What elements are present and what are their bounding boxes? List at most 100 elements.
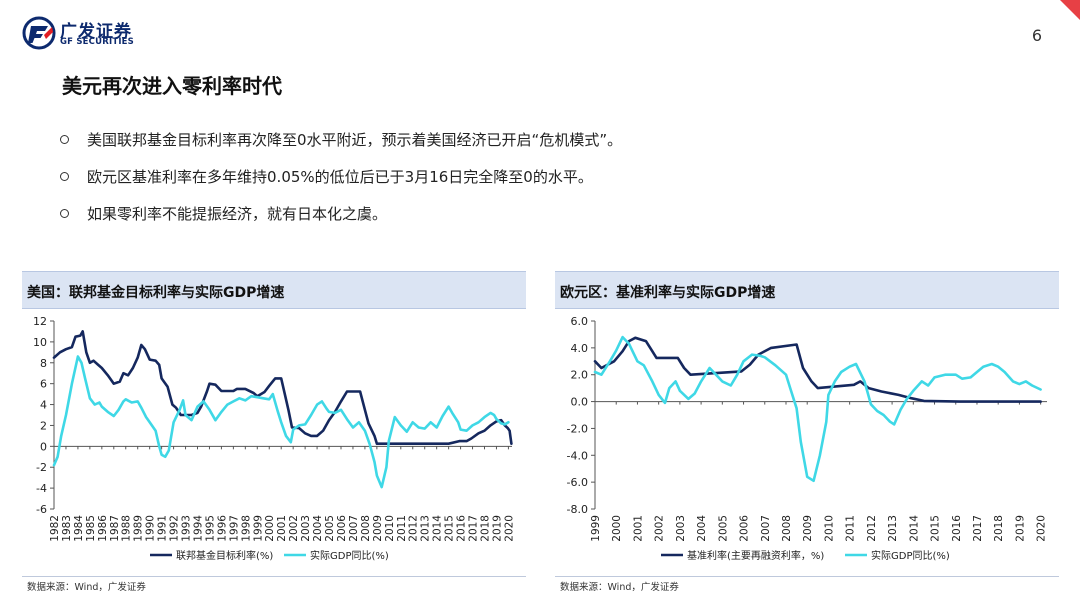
y-tick-label: 4.0 [571, 342, 589, 355]
series-line [593, 335, 1042, 483]
legend-label: 实际GDP同比(%) [310, 549, 389, 562]
x-tick-label: 2019 [491, 515, 503, 542]
logo-english-text: GF SECURITIES [60, 37, 135, 47]
x-tick-label: 1984 [73, 515, 85, 542]
x-tick-label: 2007 [348, 515, 360, 542]
x-tick-label: 2018 [993, 515, 1005, 542]
x-tick-label: 2013 [420, 515, 432, 542]
chart-title: 美国：联邦基金目标利率与实际GDP增速 [27, 285, 285, 301]
x-tick-label: 1999 [590, 515, 602, 542]
page-number: 6 [1031, 26, 1042, 45]
x-tick-label: 1991 [157, 515, 169, 542]
y-tick-label: 8 [40, 357, 47, 370]
gf-securities-logo: 广发证券 GF SECURITIES [22, 16, 142, 50]
x-tick-label: 1993 [181, 515, 193, 542]
series-line [52, 330, 513, 445]
source-divider [22, 576, 526, 577]
x-tick-label: 2010 [823, 515, 835, 542]
x-tick-label: 2002 [288, 515, 300, 542]
x-tick-label: 2007 [760, 515, 772, 542]
x-tick-label: 2012 [866, 515, 878, 542]
y-tick-label: 10 [33, 336, 47, 349]
x-tick-label: 2006 [336, 515, 348, 542]
x-tick-label: 2008 [781, 515, 793, 542]
x-tick-label: 1992 [169, 515, 181, 542]
x-tick-label: 2015 [930, 515, 942, 542]
y-tick-label: -2 [36, 461, 47, 474]
x-tick-label: 2001 [632, 515, 644, 542]
x-tick-label: 2011 [396, 515, 408, 542]
x-tick-label: 2011 [845, 515, 857, 542]
y-tick-label: 12 [33, 315, 47, 328]
x-tick-label: 2009 [372, 515, 384, 542]
x-tick-label: 2001 [276, 515, 288, 542]
source-divider [555, 576, 1059, 577]
gf-logo-mark-icon [22, 16, 56, 50]
corner-decoration [1060, 0, 1080, 20]
x-tick-label: 2017 [468, 515, 480, 542]
x-tick-label: 2006 [739, 515, 751, 542]
slide-title: 美元再次进入零利率时代 [62, 74, 282, 98]
series-line [52, 355, 510, 489]
chart-header: 欧元区：基准利率与实际GDP增速 [555, 271, 1059, 309]
chart-header: 美国：联邦基金目标利率与实际GDP增速 [22, 271, 526, 309]
x-tick-label: 1994 [192, 515, 204, 542]
series-line [593, 336, 1042, 403]
x-tick-label: 1998 [240, 515, 252, 542]
x-tick-label: 2020 [503, 515, 515, 542]
x-tick-label: 2016 [951, 515, 963, 542]
x-tick-label: 1995 [204, 515, 216, 542]
data-source: 数据来源：Wind，广发证券 [560, 582, 679, 593]
x-tick-label: 2018 [479, 515, 491, 542]
x-tick-label: 1985 [85, 515, 97, 542]
y-tick-label: -4.0 [567, 449, 588, 462]
y-tick-label: 6 [40, 378, 47, 391]
x-tick-label: 1988 [121, 515, 133, 542]
y-tick-label: -6.0 [567, 476, 588, 489]
x-tick-label: 1997 [228, 515, 240, 542]
x-tick-label: 2003 [300, 515, 312, 542]
x-tick-label: 2004 [312, 515, 324, 542]
bullet-text: 欧元区基准利率在多年维持0.05%的低位后已于3月16日完全降至0的水平。 [87, 168, 593, 186]
y-tick-label: 2.0 [571, 369, 589, 382]
x-tick-label: 1996 [216, 515, 228, 542]
euro-chart-panel: 欧元区：基准利率与实际GDP增速 -8.0 -6.0 -4.0 -2.0 0.0 2.0 4… [555, 271, 1059, 601]
bullet-circle-icon [60, 135, 69, 144]
data-source: 数据来源：Wind，广发证券 [27, 582, 146, 593]
x-tick-label: 2020 [1036, 515, 1048, 542]
x-tick-label: 2010 [384, 515, 396, 542]
y-tick-label: 4 [40, 399, 47, 412]
x-tick-label: 2014 [432, 515, 444, 542]
x-tick-label: 2003 [675, 515, 687, 542]
x-tick-label: 2013 [887, 515, 899, 542]
bullet-circle-icon [60, 172, 69, 181]
y-tick-label: 6.0 [571, 315, 589, 328]
logo-chinese-text: 广发证券 [60, 22, 132, 42]
euro-rate-gdp-chart: -8.0 -6.0 -4.0 -2.0 0.0 2.0 4.0 6.0 1999 2000 2001… [567, 315, 1048, 562]
y-tick-label: -2.0 [567, 422, 588, 435]
y-tick-label: 0 [40, 440, 47, 453]
x-tick-label: 1999 [252, 515, 264, 542]
x-tick-label: 2008 [360, 515, 372, 542]
y-tick-label: -4 [36, 482, 47, 495]
legend-label: 联邦基金目标利率(%) [176, 549, 273, 562]
x-tick-label: 2019 [1014, 515, 1026, 542]
bullet-text: 美国联邦基金目标利率再次降至0水平附近，预示着美国经济已开启“危机模式”。 [87, 131, 623, 149]
bullet-circle-icon [60, 209, 69, 218]
x-tick-label: 2005 [324, 515, 336, 542]
chart-title: 欧元区：基准利率与实际GDP增速 [560, 285, 776, 301]
bullet-text: 如果零利率不能提振经济，就有日本化之虞。 [87, 205, 388, 223]
x-tick-label: 2014 [908, 515, 920, 542]
x-tick-label: 1983 [61, 515, 73, 542]
y-tick-label: 2 [40, 419, 47, 432]
x-tick-label: 2016 [456, 515, 468, 542]
us-chart-panel: 美国：联邦基金目标利率与实际GDP增速 -6 -4 -2 0 2 4 6 8 10 12 1982 1… [22, 271, 526, 601]
x-tick-label: 2004 [696, 515, 708, 542]
x-tick-label: 2000 [611, 515, 623, 542]
x-tick-label: 1982 [49, 515, 61, 542]
x-tick-label: 1987 [109, 515, 121, 542]
x-tick-label: 2012 [408, 515, 420, 542]
x-tick-label: 2015 [444, 515, 456, 542]
legend-label: 基准利率(主要再融资利率，%) [687, 549, 824, 562]
